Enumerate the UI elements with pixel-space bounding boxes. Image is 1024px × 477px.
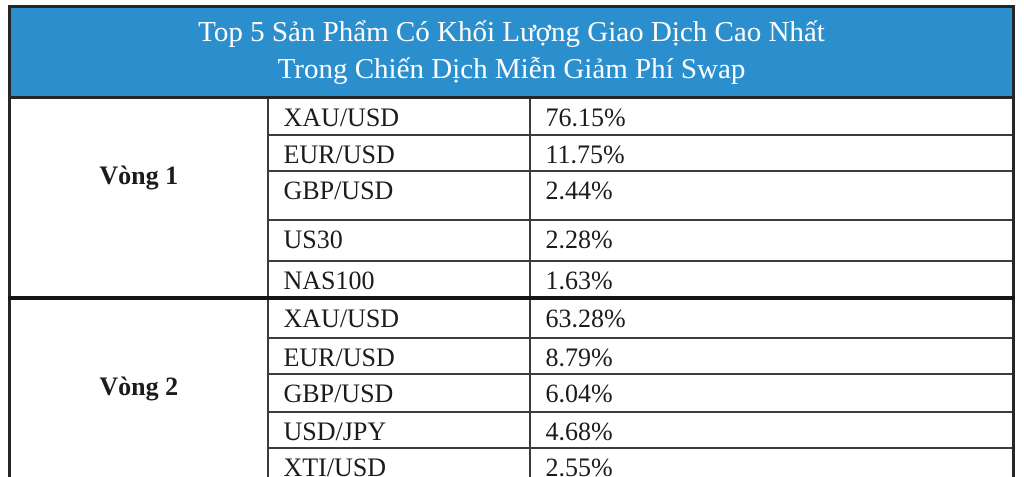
table-row: Vòng 1 XAU/USD 76.15% [8,96,1015,299]
share-cell: 4.68% [528,410,1015,449]
table-title-row: Top 5 Sản Phẩm Có Khối Lượng Giao Dịch C… [8,5,1015,99]
product-cell: GBP/USD [266,169,531,221]
table-row: GBP/USD 2.44% [10,169,1015,221]
table-title-line1: Top 5 Sản Phẩm Có Khối Lượng Giao Dịch C… [198,16,825,48]
share-cell: 63.28% [528,295,1015,339]
share-cell: 6.04% [528,372,1015,413]
table-row: XTI/USD 2.55% [10,446,1015,477]
product-cell: GBP/USD [266,372,531,413]
top5-products-table: Top 5 Sản Phẩm Có Khối Lượng Giao Dịch C… [8,5,1015,477]
product-cell: EUR/USD [266,133,531,172]
share-cell: 1.63% [528,259,1015,299]
product-cell: XAU/USD [266,96,531,136]
product-cell: XAU/USD [266,295,531,339]
product-cell: USD/JPY [266,410,531,449]
share-cell: 76.15% [528,96,1015,136]
product-cell: NAS100 [266,259,531,299]
table-row: GBP/USD 6.04% [10,372,1015,413]
round-2-label-cell: Vòng 2 [8,295,269,477]
table-row: US30 2.28% [10,218,1015,262]
round-1-label-cell: Vòng 1 [8,96,269,299]
table-row: EUR/USD 8.79% [10,336,1015,375]
table-row: NAS100 1.63% [10,259,1015,299]
share-cell: 2.44% [528,169,1015,221]
product-cell: XTI/USD [266,446,531,477]
share-cell: 2.55% [528,446,1015,477]
share-cell: 11.75% [528,133,1015,172]
share-cell: 2.28% [528,218,1015,262]
share-cell: 8.79% [528,336,1015,375]
table-row: Vòng 2 XAU/USD 63.28% [8,295,1015,477]
table-row: USD/JPY 4.68% [10,410,1015,449]
table-title: Top 5 Sản Phẩm Có Khối Lượng Giao Dịch C… [8,5,1015,99]
table-row: EUR/USD 11.75% [10,133,1015,172]
table-title-line2: Trong Chiến Dịch Miễn Giảm Phí Swap [277,53,746,85]
product-cell: EUR/USD [266,336,531,375]
product-cell: US30 [266,218,531,262]
